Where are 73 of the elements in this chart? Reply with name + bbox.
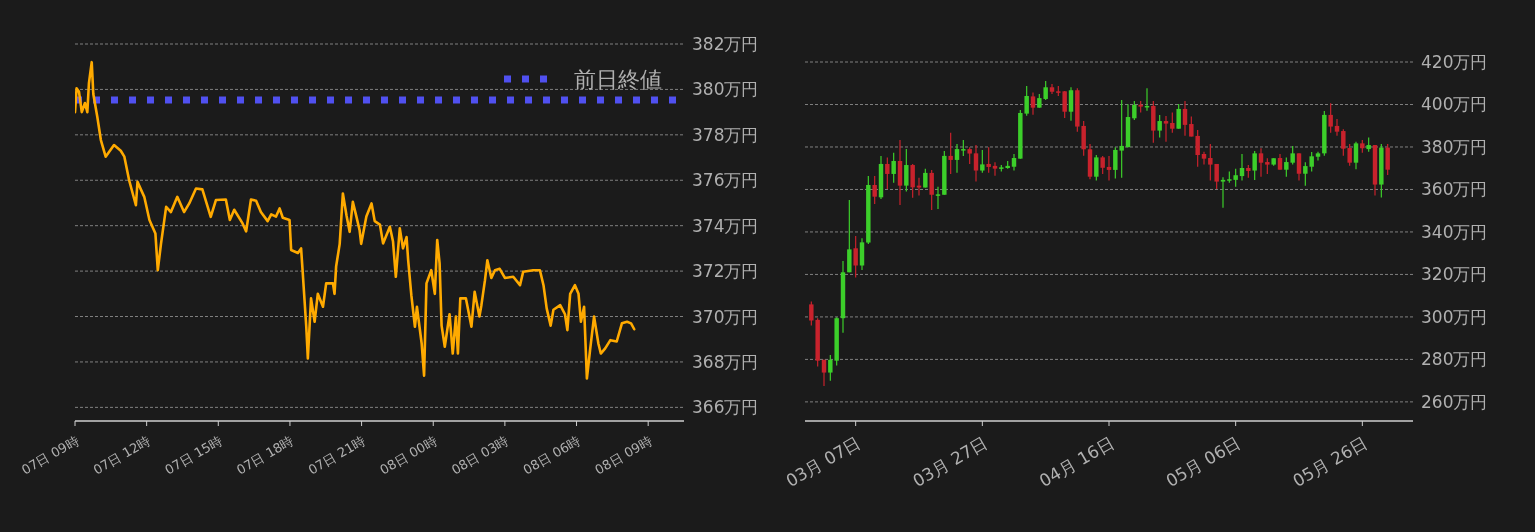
candlestick [904, 148, 909, 193]
x-tick-label: 07日 18時 [233, 432, 297, 478]
candlestick [973, 144, 979, 183]
candlestick [986, 146, 991, 174]
candlestick [954, 143, 960, 174]
candlestick [1176, 103, 1181, 130]
y-tick-label: 280万円 [1421, 349, 1488, 370]
candlestick [1094, 154, 1099, 182]
candlestick [948, 132, 953, 175]
candlestick [885, 156, 890, 190]
candlestick [992, 161, 998, 177]
candlestick [1170, 111, 1175, 134]
y-tick-label: 360万円 [1421, 179, 1488, 200]
candlestick [1030, 91, 1036, 116]
candlestick [1201, 151, 1207, 166]
candlestick [821, 359, 827, 387]
x-tick-label: 07日 15時 [162, 432, 225, 478]
x-tick-label: 05月 26日 [1289, 432, 1371, 491]
candlestick [859, 237, 865, 271]
x-tick-label: 07日 21時 [305, 432, 368, 478]
candlestick [923, 168, 928, 189]
candlestick [1220, 176, 1226, 209]
ref-line-label: 前日終値 [574, 66, 662, 92]
y-tick-label: 340万円 [1421, 221, 1488, 242]
y-tick-label: 400万円 [1421, 94, 1488, 115]
y-tick-label: 260万円 [1421, 391, 1488, 412]
y-tick-label: 368万円 [692, 351, 759, 372]
candlestick [1100, 155, 1105, 175]
candlestick [1258, 147, 1264, 178]
candlestick [1296, 152, 1302, 182]
candlestick [872, 175, 877, 205]
y-tick-label: 320万円 [1421, 264, 1488, 285]
candlestick [1328, 102, 1333, 134]
x-tick-label: 08日 09時 [592, 432, 655, 478]
y-tick-label: 366万円 [692, 397, 759, 418]
candlestick [1132, 100, 1137, 121]
x-tick-label: 04月 16日 [1035, 432, 1118, 491]
candlestick [891, 152, 896, 184]
y-tick-label: 382万円 [692, 34, 759, 54]
x-tick-label: 07日 12時 [90, 432, 153, 478]
candlestick [1252, 150, 1257, 181]
candlestick [916, 177, 922, 197]
candlestick [929, 169, 934, 211]
x-tick-label: 08日 03時 [448, 432, 512, 478]
candlestick [1068, 86, 1074, 122]
candlestick [1334, 118, 1340, 137]
y-tick-label: 374万円 [692, 215, 759, 236]
candlestick [1182, 100, 1188, 137]
x-tick-label: 03月 07日 [782, 432, 865, 491]
candlestick [910, 163, 915, 199]
candlestick [1106, 155, 1112, 182]
candlestick [980, 149, 985, 174]
candlestick [1157, 114, 1162, 139]
y-tick-label: 300万円 [1421, 306, 1488, 327]
x-tick-label: 07日 09時 [19, 432, 82, 478]
candlestick [1315, 151, 1321, 162]
y-tick-label: 370万円 [692, 306, 759, 327]
x-tick-label: 05月 06日 [1162, 432, 1245, 491]
x-tick-label: 08日 06時 [520, 432, 583, 478]
y-tick-label: 378万円 [692, 124, 759, 145]
y-tick-label: 376万円 [692, 170, 759, 191]
candlestick [1385, 143, 1390, 176]
y-tick-label: 380万円 [692, 79, 759, 100]
candlestick [853, 235, 858, 279]
candlestick [1163, 115, 1169, 143]
candlestick [935, 186, 941, 210]
y-tick-label: 380万円 [1421, 136, 1488, 157]
y-tick-label: 420万円 [1421, 52, 1488, 72]
candlestick [847, 199, 852, 273]
candlestick [1353, 141, 1359, 170]
x-tick-label: 08日 00時 [377, 432, 440, 478]
y-tick-label: 372万円 [692, 261, 759, 282]
x-tick-label: 03月 27日 [909, 432, 991, 491]
